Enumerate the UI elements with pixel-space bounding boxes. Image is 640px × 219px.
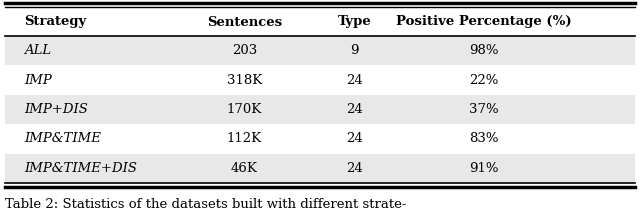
Text: 9: 9 <box>351 44 359 57</box>
Text: Table 2: Statistics of the datasets built with different strate-: Table 2: Statistics of the datasets buil… <box>5 198 406 210</box>
Text: 203: 203 <box>232 44 257 57</box>
Text: Sentences: Sentences <box>207 16 282 28</box>
Bar <box>5 154 635 183</box>
Text: 24: 24 <box>346 132 363 145</box>
Text: 24: 24 <box>346 162 363 175</box>
Text: 37%: 37% <box>469 103 499 116</box>
Text: Type: Type <box>338 16 372 28</box>
Bar <box>5 95 635 124</box>
Text: 22%: 22% <box>469 74 499 87</box>
Text: 170K: 170K <box>227 103 262 116</box>
Text: ALL: ALL <box>24 44 51 57</box>
Text: 24: 24 <box>346 103 363 116</box>
Text: 91%: 91% <box>469 162 499 175</box>
Text: 318K: 318K <box>227 74 262 87</box>
Text: IMP: IMP <box>24 74 52 87</box>
Text: 83%: 83% <box>469 132 499 145</box>
Text: IMP&TIME+DIS: IMP&TIME+DIS <box>24 162 137 175</box>
Text: Positive Percentage (%): Positive Percentage (%) <box>396 16 572 28</box>
Text: 98%: 98% <box>469 44 499 57</box>
Text: 24: 24 <box>346 74 363 87</box>
Text: IMP&TIME: IMP&TIME <box>24 132 100 145</box>
Text: 112K: 112K <box>227 132 262 145</box>
Text: 46K: 46K <box>231 162 258 175</box>
Text: Strategy: Strategy <box>24 16 86 28</box>
Text: IMP+DIS: IMP+DIS <box>24 103 88 116</box>
Bar <box>5 36 635 65</box>
